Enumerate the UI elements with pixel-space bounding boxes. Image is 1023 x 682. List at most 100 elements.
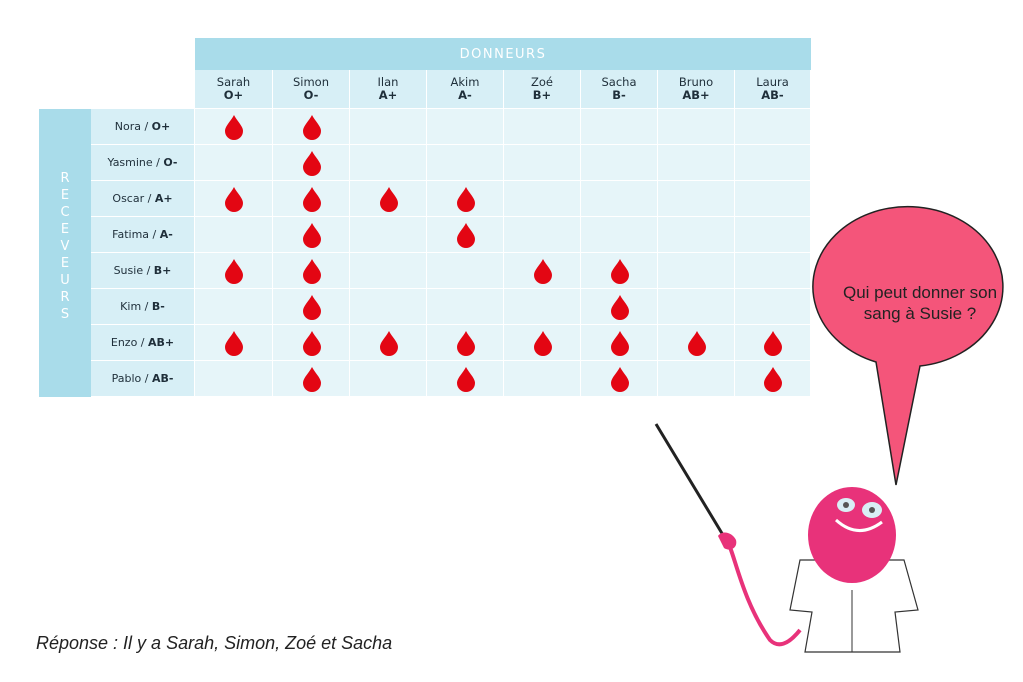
grid-cell (273, 181, 350, 217)
blood-drop-icon (302, 367, 321, 392)
receiver-label: Fatima / A- (91, 217, 195, 253)
receiver-name: Fatima / A- (112, 228, 173, 241)
blood-drop-icon (379, 331, 398, 356)
donor-header: Akim A- (427, 70, 504, 109)
receiver-name: Enzo / AB+ (110, 336, 175, 349)
blood-drop-icon (687, 331, 706, 356)
receiver-label: Nora / O+ (91, 109, 195, 145)
grid-cell (735, 145, 811, 181)
donor-group: B- (612, 88, 626, 102)
grid-cell (195, 181, 273, 217)
grid-cell (350, 361, 427, 397)
receiver-label: Enzo / AB+ (91, 325, 195, 361)
donor-group: B+ (532, 88, 552, 102)
donor-group: O- (303, 88, 319, 102)
grid-cell (581, 325, 658, 361)
grid-cell (273, 361, 350, 397)
donor-name: Zoé (531, 75, 553, 89)
grid-cell (350, 217, 427, 253)
grid-cell (427, 109, 504, 145)
receivers-title-letter: R (60, 290, 70, 305)
grid-cell (427, 253, 504, 289)
blood-drop-icon (610, 259, 629, 284)
receiver-label: Susie / B+ (91, 253, 195, 289)
grid-cell (427, 181, 504, 217)
receiver-name: Nora / O+ (114, 120, 171, 133)
blood-drop-icon (610, 295, 629, 320)
donor-header: Bruno AB+ (658, 70, 735, 109)
blood-drop-icon (456, 331, 475, 356)
receivers-title-letter: U (60, 273, 70, 288)
receiver-name: Kim / B- (120, 300, 165, 313)
receivers-title-letter: S (60, 307, 70, 322)
grid-cell (658, 109, 735, 145)
grid-cell (195, 217, 273, 253)
blood-drop-icon (225, 259, 243, 284)
donor-name: Laura (756, 75, 789, 89)
grid-cell (658, 361, 735, 397)
grid-cell (658, 253, 735, 289)
donor-group: A- (458, 88, 472, 102)
grid-cell (273, 289, 350, 325)
grid-cell (658, 181, 735, 217)
receiver-name: Oscar / A+ (112, 192, 173, 205)
receiver-group: A- (159, 228, 173, 241)
receiver-group: AB- (151, 372, 174, 385)
receiver-label: Pablo / AB- (91, 361, 195, 397)
grid-cell (581, 361, 658, 397)
donor-header: Ilan A+ (350, 70, 427, 109)
grid-cell (504, 289, 581, 325)
grid-cell (504, 181, 581, 217)
grid-cell (581, 181, 658, 217)
grid-cell (273, 145, 350, 181)
pointer-stick (654, 423, 728, 541)
grid-cell (658, 289, 735, 325)
blood-drop-icon (610, 331, 629, 356)
grid-cell (350, 109, 427, 145)
receiver-group: A+ (154, 192, 173, 205)
grid-cell (350, 325, 427, 361)
donors-header: DONNEURS (195, 38, 811, 70)
blood-drop-icon (302, 223, 321, 248)
donor-name: Sarah (216, 75, 251, 89)
grid-cell (427, 289, 504, 325)
grid-cell (658, 217, 735, 253)
blood-drop-icon (764, 331, 782, 356)
donor-header: Laura AB- (735, 70, 811, 109)
grid-cell (658, 325, 735, 361)
blood-drop-icon (302, 115, 321, 140)
grid-cell (427, 217, 504, 253)
blood-drop-icon (225, 331, 243, 356)
receiver-label: Yasmine / O- (91, 145, 195, 181)
donor-group: O+ (223, 88, 244, 102)
receiver-group: O- (163, 156, 178, 169)
receivers-title-letter: V (60, 239, 70, 254)
donor-header: Zoé B+ (504, 70, 581, 109)
grid-cell (581, 109, 658, 145)
grid-cell (504, 109, 581, 145)
blood-drop-icon (302, 151, 321, 176)
receiver-name: Yasmine / O- (107, 156, 178, 169)
blood-drop-icon (533, 259, 552, 284)
grid-cell (427, 325, 504, 361)
receivers-title-letter: E (60, 222, 70, 237)
donor-group: AB- (761, 88, 784, 102)
grid-cell (273, 253, 350, 289)
grid-cell (504, 217, 581, 253)
grid-cell (581, 217, 658, 253)
donor-name: Bruno (678, 75, 714, 89)
donor-header: Sacha B- (581, 70, 658, 109)
receivers-title-letter: R (60, 171, 70, 186)
grid-cell (735, 361, 811, 397)
grid-cell (581, 145, 658, 181)
answer-text: Réponse : Il y a Sarah, Simon, Zoé et Sa… (36, 633, 393, 653)
grid-cell (350, 289, 427, 325)
blood-drop-icon (225, 115, 243, 140)
grid-cell (273, 217, 350, 253)
grid-cell (195, 325, 273, 361)
grid-cell (735, 181, 811, 217)
blood-drop-icon (302, 295, 321, 320)
receiver-group: B- (151, 300, 165, 313)
